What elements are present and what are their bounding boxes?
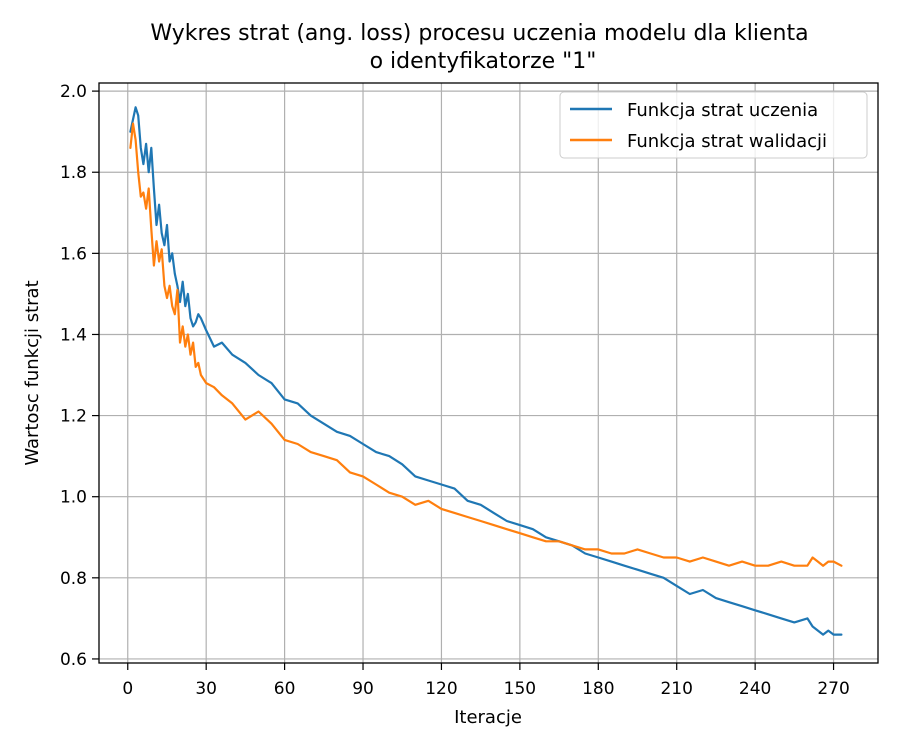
chart-title-line-2: o identyfikatorze "1": [370, 49, 597, 74]
x-tick-label: 30: [195, 679, 217, 699]
x-tick-label: 120: [425, 679, 457, 699]
y-axis-label: Wartosc funkcji strat: [22, 280, 43, 465]
x-axis-label: Iteracje: [454, 707, 522, 728]
y-tick-label: 0.8: [60, 569, 87, 589]
plot-frame: [98, 82, 879, 664]
grid-lines: [99, 83, 878, 663]
chart-title: Wykres strat (ang. loss) procesu uczenia…: [150, 21, 815, 74]
x-tick-label: 210: [660, 679, 692, 699]
x-tick-label: 90: [352, 679, 374, 699]
x-tick-label: 60: [274, 679, 296, 699]
legend: Funkcja strat uczenia Funkcja strat wali…: [559, 91, 868, 159]
y-tick-label: 1.4: [60, 325, 87, 345]
y-tick-label: 2.0: [60, 82, 87, 102]
legend-label-val: Funkcja strat walidacji: [627, 131, 827, 152]
x-tick-label: 270: [817, 679, 849, 699]
axis-ticks: 0 30 60 90 120 150 180 210 240 270 0.6 0.8 1.0 1.2 1.4…: [60, 82, 850, 699]
x-tick-label: 240: [739, 679, 771, 699]
chart-title-line-1: Wykres strat (ang. loss) procesu uczenia…: [150, 21, 808, 46]
x-tick-label: 0: [122, 679, 133, 699]
legend-label-train: Funkcja strat uczenia: [627, 100, 818, 121]
series-line-validation: [129, 122, 843, 567]
x-tick-label: 150: [504, 679, 536, 699]
legend-box: [559, 91, 868, 159]
series-line-train: [129, 106, 843, 636]
y-tick-label: 1.2: [60, 407, 87, 427]
y-tick-label: 1.8: [60, 163, 87, 183]
series-lines: [129, 106, 843, 636]
y-tick-label: 0.6: [60, 650, 87, 670]
y-tick-label: 1.0: [60, 488, 87, 508]
x-tick-label: 180: [582, 679, 614, 699]
y-tick-label: 1.6: [60, 244, 87, 264]
